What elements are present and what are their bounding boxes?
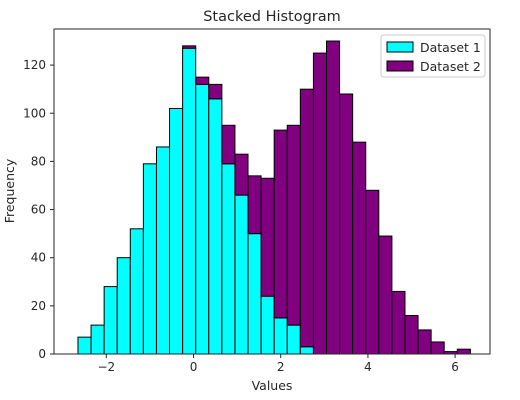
legend-swatch [386, 41, 414, 53]
bar-dataset-2 [260, 177, 275, 297]
legend-label: Dataset 2 [420, 59, 481, 74]
bar-dataset-2 [195, 76, 210, 85]
bar-dataset-2 [286, 124, 301, 326]
y-tick-label: 60 [31, 203, 46, 217]
bar-dataset-1 [208, 98, 223, 355]
bar-dataset-1 [77, 336, 92, 355]
bar-dataset-2 [182, 45, 197, 49]
bar-dataset-2 [247, 175, 262, 235]
bar-dataset-2 [430, 341, 445, 355]
bar-dataset-1 [247, 233, 262, 355]
x-tick-label: −2 [97, 360, 115, 374]
x-tick-label: 4 [364, 360, 372, 374]
bar-dataset-1 [221, 163, 236, 355]
y-tick-label: 0 [38, 347, 46, 361]
bar-dataset-1 [273, 317, 288, 355]
bar-dataset-1 [155, 146, 171, 355]
bar-dataset-2 [378, 235, 393, 355]
bar-dataset-2 [221, 124, 236, 165]
bar-dataset-2 [417, 329, 432, 355]
bar-dataset-2 [404, 314, 419, 355]
bar-dataset-2 [234, 153, 249, 196]
bar-dataset-1 [142, 163, 157, 355]
bar-dataset-1 [129, 228, 144, 355]
bar-dataset-2 [339, 93, 354, 355]
y-tick-label: 40 [31, 251, 46, 265]
y-tick-label: 120 [23, 58, 46, 72]
y-tick-label: 20 [31, 299, 46, 313]
bar-dataset-2 [326, 40, 341, 355]
bar-dataset-2 [312, 52, 328, 355]
bar-dataset-1 [116, 257, 131, 355]
histogram-bars [77, 40, 471, 355]
bar-dataset-1 [234, 194, 249, 355]
bar-dataset-1 [299, 346, 314, 355]
y-tick-label: 100 [23, 106, 46, 120]
legend: Dataset 1 Dataset 2 [380, 34, 486, 78]
bar-dataset-1 [103, 286, 118, 355]
legend-swatch [386, 60, 414, 72]
bar-dataset-2 [299, 88, 314, 348]
bar-dataset-2 [352, 141, 367, 355]
bar-dataset-1 [182, 47, 197, 355]
bar-dataset-2 [365, 189, 380, 355]
bar-dataset-2 [208, 83, 223, 100]
bar-dataset-1 [286, 324, 301, 355]
bar-dataset-1 [195, 83, 210, 355]
bar-dataset-2 [273, 129, 288, 319]
chart-title: Stacked Histogram [203, 9, 341, 25]
y-tick-label: 80 [31, 154, 46, 168]
x-tick-label: 6 [451, 360, 459, 374]
plot-frame [53, 28, 491, 355]
bar-dataset-2 [456, 348, 471, 355]
legend-label: Dataset 1 [420, 40, 481, 55]
bar-dataset-1 [260, 295, 275, 355]
y-axis-label: Frequency [2, 158, 17, 223]
bar-dataset-2 [391, 290, 406, 355]
bar-dataset-1 [169, 107, 184, 355]
x-axis-label: Values [252, 378, 293, 393]
x-tick-label: 2 [277, 360, 285, 374]
x-tick-label: 0 [190, 360, 198, 374]
bar-dataset-1 [90, 324, 105, 355]
